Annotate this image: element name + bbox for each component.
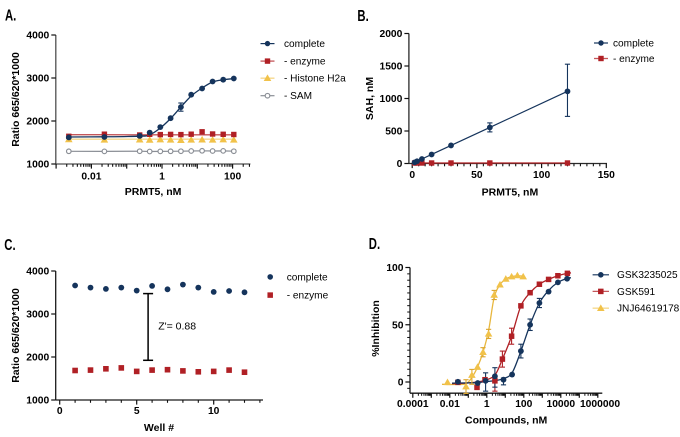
svg-text:D.: D. (369, 235, 380, 252)
svg-text:10000: 10000 (546, 399, 575, 410)
svg-text:- enzyme: - enzyme (284, 57, 326, 68)
svg-text:0: 0 (398, 378, 404, 389)
svg-text:%Inhibition: %Inhibition (370, 300, 382, 357)
svg-text:GSK3235025: GSK3235025 (617, 270, 678, 281)
svg-text:0: 0 (57, 406, 63, 417)
svg-text:100: 100 (533, 170, 550, 181)
svg-text:Z'= 0.88: Z'= 0.88 (158, 320, 196, 332)
svg-text:0.01: 0.01 (440, 399, 460, 410)
svg-text:A.: A. (5, 7, 16, 24)
svg-text:complete: complete (284, 39, 325, 50)
svg-text:C.: C. (4, 236, 15, 253)
svg-text:SAH, nM: SAH, nM (364, 77, 376, 120)
svg-text:- enzyme: - enzyme (613, 54, 655, 65)
svg-text:B.: B. (357, 7, 368, 24)
svg-text:50: 50 (471, 170, 483, 181)
svg-text:- enzyme: - enzyme (287, 291, 329, 302)
svg-text:0: 0 (409, 170, 415, 181)
svg-text:Ratio 665/620*1000: Ratio 665/620*1000 (10, 288, 22, 383)
svg-text:Ratio 665/620*1000: Ratio 665/620*1000 (10, 52, 22, 147)
svg-text:1500: 1500 (379, 62, 402, 73)
svg-text:3000: 3000 (26, 74, 49, 85)
svg-text:4000: 4000 (26, 267, 49, 278)
svg-text:JNJ64619178: JNJ64619178 (617, 304, 680, 315)
svg-text:1000: 1000 (26, 160, 49, 171)
svg-text:1000: 1000 (26, 396, 49, 407)
svg-text:10: 10 (208, 406, 220, 417)
svg-text:500: 500 (385, 127, 402, 138)
svg-text:0: 0 (397, 159, 403, 170)
svg-text:PRMT5, nM: PRMT5, nM (125, 186, 182, 198)
svg-text:50: 50 (392, 320, 404, 331)
svg-text:1: 1 (159, 171, 165, 182)
svg-text:1: 1 (484, 399, 490, 410)
svg-text:Compounds, nM: Compounds, nM (465, 415, 547, 427)
svg-text:0.0001: 0.0001 (397, 399, 429, 410)
svg-text:1000: 1000 (379, 94, 402, 105)
svg-text:150: 150 (598, 170, 615, 181)
svg-text:- SAM: - SAM (284, 91, 312, 102)
svg-text:2000: 2000 (379, 29, 402, 40)
svg-text:100: 100 (386, 263, 403, 274)
svg-text:5: 5 (134, 406, 140, 417)
svg-text:complete: complete (287, 272, 328, 283)
svg-text:2000: 2000 (26, 353, 49, 364)
svg-text:- Histone H2a: - Histone H2a (284, 74, 346, 85)
svg-text:100: 100 (224, 171, 241, 182)
svg-text:1000000: 1000000 (580, 399, 620, 410)
svg-text:PRMT5, nM: PRMT5, nM (482, 187, 539, 199)
svg-text:100: 100 (515, 399, 532, 410)
svg-text:complete: complete (613, 38, 654, 49)
svg-text:0.01: 0.01 (81, 171, 101, 182)
svg-text:2000: 2000 (26, 117, 49, 128)
svg-text:3000: 3000 (26, 310, 49, 321)
svg-text:Well #: Well # (144, 422, 174, 434)
svg-text:4000: 4000 (26, 31, 49, 42)
svg-text:GSK591: GSK591 (617, 287, 656, 298)
